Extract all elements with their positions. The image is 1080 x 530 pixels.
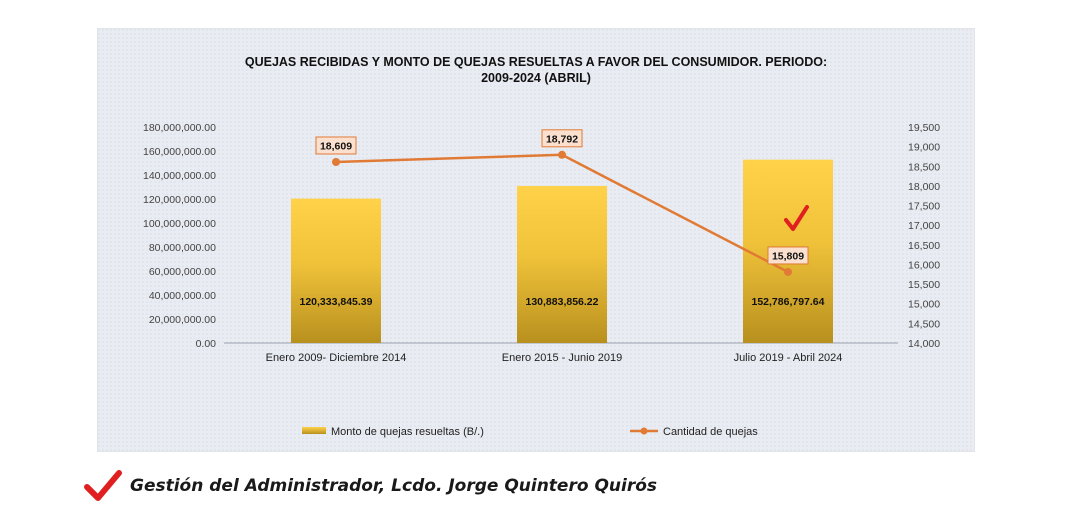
right-axis-tick-label: 19,000: [908, 142, 940, 154]
left-axis-tick-label: 0.00: [196, 338, 217, 350]
category-labels: Enero 2009- Diciembre 2014 Enero 2015 - J…: [266, 352, 843, 364]
legend-line-label: Cantidad de quejas: [663, 426, 758, 438]
bars: 120,333,845.39 130,883,856.22 152,786,797.…: [291, 159, 833, 343]
bar-data-label: 152,786,797.64: [752, 296, 825, 308]
right-axis-tick-label: 19,500: [908, 122, 940, 134]
left-axis-tick-label: 140,000,000.00: [143, 170, 216, 182]
checkmark-icon: [784, 205, 809, 231]
line-data-label: 18,792: [546, 133, 578, 145]
line-data-label: 15,809: [772, 250, 804, 262]
right-axis-tick-label: 18,500: [908, 161, 940, 173]
category-label: Enero 2009- Diciembre 2014: [266, 352, 407, 364]
footer: Gestión del Administrador, Lcdo. Jorge Q…: [84, 468, 657, 504]
left-axis-tick-label: 100,000,000.00: [143, 218, 216, 230]
right-axis-tick-label: 17,000: [908, 220, 940, 232]
category-label: Julio 2019 - Abril 2024: [734, 352, 843, 364]
left-axis-tick-label: 120,000,000.00: [143, 194, 216, 206]
right-axis-ticks: 14,000 14,500 15,000 15,500 16,000 16,500 17,0…: [908, 122, 940, 350]
right-axis-tick-label: 16,500: [908, 240, 940, 252]
left-axis-tick-label: 40,000,000.00: [149, 290, 216, 302]
category-label: Enero 2015 - Junio 2019: [502, 352, 622, 364]
chart-title-line2: 2009-2024 (ABRIL): [481, 71, 591, 85]
line-point: [558, 150, 566, 159]
bar-data-label: 120,333,845.39: [300, 296, 373, 308]
line-data-label-box: [315, 136, 357, 155]
legend-bar-label: Monto de quejas resueltas (B/.): [331, 426, 484, 438]
legend-bar-swatch: [302, 427, 326, 434]
checkmark-icon: [84, 470, 122, 501]
line-data-label-box: [767, 246, 809, 265]
bar-data-label: 130,883,856.22: [526, 296, 599, 308]
right-axis-tick-label: 18,000: [908, 181, 940, 193]
footer-text: Gestión del Administrador, Lcdo. Jorge Q…: [130, 476, 658, 496]
chart-title-line1: QUEJAS RECIBIDAS Y MONTO DE QUEJAS RESUE…: [245, 55, 827, 69]
line-series: 18,609 18,792 15,809: [315, 129, 809, 276]
legend-line-marker: [640, 427, 648, 435]
right-axis-tick-label: 14,000: [908, 338, 940, 350]
chart-svg: QUEJAS RECIBIDAS Y MONTO DE QUEJAS RESUE…: [98, 29, 974, 451]
right-axis-tick-label: 14,500: [908, 318, 940, 330]
bar: [291, 198, 381, 343]
bar: [517, 185, 607, 343]
right-axis-tick-label: 15,000: [908, 299, 940, 311]
left-axis-tick-label: 160,000,000.00: [143, 146, 216, 158]
left-axis-ticks: 0.00 20,000,000.00 40,000,000.00 60,000,000…: [143, 122, 216, 350]
line-data-label-box: [541, 129, 583, 148]
left-axis-tick-label: 180,000,000.00: [143, 122, 216, 134]
chart-panel: QUEJAS RECIBIDAS Y MONTO DE QUEJAS RESUE…: [97, 28, 975, 452]
left-axis-tick-label: 20,000,000.00: [149, 314, 216, 326]
legend: Monto de quejas resueltas (B/.) Cantidad …: [302, 426, 758, 438]
line-data-label: 18,609: [320, 140, 352, 152]
line-point: [332, 157, 340, 166]
line-point: [784, 267, 792, 276]
left-axis-tick-label: 60,000,000.00: [149, 266, 216, 278]
right-axis-tick-label: 16,000: [908, 259, 940, 271]
right-axis-tick-label: 15,500: [908, 279, 940, 291]
right-axis-tick-label: 17,500: [908, 201, 940, 213]
left-axis-tick-label: 80,000,000.00: [149, 242, 216, 254]
